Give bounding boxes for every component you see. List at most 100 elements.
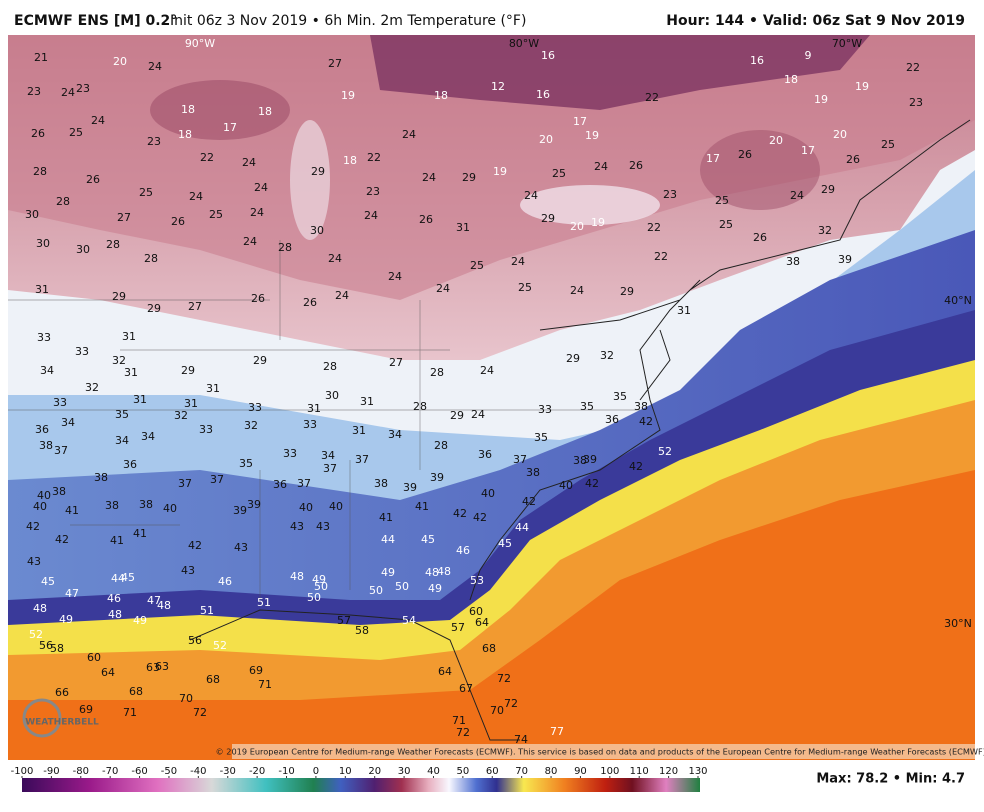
colorbar-tick-label: 50 (457, 766, 470, 777)
station-value: 29 (253, 354, 267, 367)
station-value: 26 (171, 215, 185, 228)
station-value: 48 (157, 599, 171, 612)
station-value: 31 (360, 395, 374, 408)
station-value: 31 (456, 221, 470, 234)
station-value: 37 (178, 477, 192, 490)
station-value: 68 (206, 673, 220, 686)
station-value: 71 (258, 678, 272, 691)
station-value: 26 (753, 231, 767, 244)
colorbar-tick-label: 90 (574, 766, 587, 777)
station-value: 37 (513, 453, 527, 466)
station-value: 30 (310, 224, 324, 237)
station-value: 33 (75, 345, 89, 358)
station-value: 30 (36, 237, 50, 250)
station-value: 47 (147, 594, 161, 607)
colorbar-tick-label: 110 (630, 766, 649, 777)
station-value: 33 (303, 418, 317, 431)
station-value: 31 (307, 402, 321, 415)
station-value: 43 (181, 564, 195, 577)
station-value: 38 (526, 466, 540, 479)
station-value: 45 (498, 537, 512, 550)
station-value: 23 (909, 96, 923, 109)
station-value: 41 (65, 504, 79, 517)
station-value: 24 (243, 235, 257, 248)
station-value: 27 (117, 211, 131, 224)
station-value: 45 (41, 575, 55, 588)
station-value: 54 (402, 614, 416, 627)
station-value: 28 (106, 238, 120, 251)
station-value: 31 (352, 424, 366, 437)
station-value: 24 (242, 156, 256, 169)
station-value: 22 (645, 91, 659, 104)
station-value: 52 (213, 639, 227, 652)
colorbar-tick-label: 20 (368, 766, 381, 777)
station-value: 35 (580, 400, 594, 413)
station-value: 25 (518, 281, 532, 294)
station-value: 53 (470, 574, 484, 587)
station-value: 38 (573, 454, 587, 467)
station-value: 31 (133, 393, 147, 406)
station-value: 25 (552, 167, 566, 180)
station-value: 40 (481, 487, 495, 500)
station-value: 52 (658, 445, 672, 458)
station-value: 25 (209, 208, 223, 221)
station-value: 22 (654, 250, 668, 263)
station-value: 43 (27, 555, 41, 568)
station-value: 26 (846, 153, 860, 166)
colorbar-tick-label: -100 (11, 766, 34, 777)
station-value: 19 (493, 165, 507, 178)
station-value: 40 (329, 500, 343, 513)
station-value: 24 (471, 408, 485, 421)
station-value: 31 (184, 397, 198, 410)
station-value: 29 (821, 183, 835, 196)
station-value: 48 (33, 602, 47, 615)
station-value: 70 (490, 704, 504, 717)
station-value: 17 (801, 144, 815, 157)
station-value: 42 (453, 507, 467, 520)
station-value: 26 (738, 148, 752, 161)
station-value: 39 (583, 453, 597, 466)
station-value: 46 (456, 544, 470, 557)
station-value: 24 (388, 270, 402, 283)
station-value: 33 (538, 403, 552, 416)
station-value: 56 (39, 639, 53, 652)
station-value: 23 (663, 188, 677, 201)
station-value: 34 (141, 430, 155, 443)
station-value: 36 (123, 458, 137, 471)
station-value: 19 (591, 216, 605, 229)
copyright: © 2019 European Centre for Medium-range … (215, 747, 984, 757)
valid-time: Hour: 144 • Valid: 06z Sat 9 Nov 2019 (666, 13, 965, 29)
station-value: 68 (129, 685, 143, 698)
colorbar-tick-label: 130 (688, 766, 707, 777)
station-value: 25 (139, 186, 153, 199)
station-value: 58 (50, 642, 64, 655)
colorbar-tick-label: 60 (486, 766, 499, 777)
station-value: 28 (413, 400, 427, 413)
latitude-label: 30°N (944, 617, 972, 630)
station-value: 74 (514, 733, 528, 746)
station-value: 24 (524, 189, 538, 202)
station-value: 66 (55, 686, 69, 699)
station-values: 21 20 24 27 16 9 16 22 23 24 23 18 18 17 18 19 18 12 16 22 1… (25, 49, 923, 746)
station-value: 34 (61, 416, 75, 429)
colorbar-tick-label: 30 (398, 766, 411, 777)
station-value: 39 (247, 498, 261, 511)
station-value: 32 (85, 381, 99, 394)
station-value: 72 (504, 697, 518, 710)
station-value: 40 (33, 500, 47, 513)
station-value: 48 (425, 566, 439, 579)
station-value: 29 (112, 290, 126, 303)
station-value: 29 (566, 352, 580, 365)
station-value: 16 (541, 49, 555, 62)
station-value: 69 (79, 703, 93, 716)
station-value: 41 (133, 527, 147, 540)
station-value: 49 (312, 573, 326, 586)
colorbar-tick-label: 0 (313, 766, 319, 777)
station-value: 77 (550, 725, 564, 738)
colorbar-tick-label: -50 (161, 766, 177, 777)
station-value: 64 (475, 616, 489, 629)
station-value: 35 (534, 431, 548, 444)
station-value: 28 (278, 241, 292, 254)
